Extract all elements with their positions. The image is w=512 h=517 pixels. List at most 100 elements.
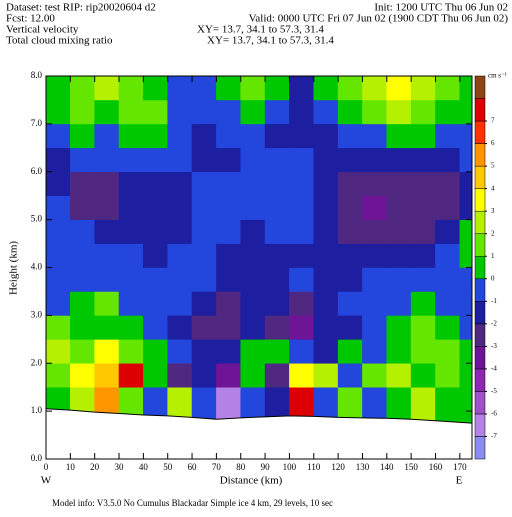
field-cell	[240, 195, 266, 220]
field-cell	[386, 195, 412, 220]
field-cell	[337, 123, 363, 149]
field-cell	[216, 147, 242, 173]
field-cell	[459, 362, 472, 388]
field-cell	[46, 339, 71, 364]
west-label: W	[41, 475, 52, 487]
field-cell	[337, 291, 363, 316]
field-cell	[216, 195, 242, 220]
field-cell	[435, 171, 461, 196]
field-cell	[313, 267, 339, 292]
colorbar-swatch	[474, 278, 486, 302]
field-cell	[240, 267, 266, 292]
field-cell	[143, 291, 169, 316]
field-cell	[313, 339, 339, 364]
field-cell	[337, 243, 363, 268]
y-axis-label: Height (km)	[8, 241, 20, 295]
field-cell	[337, 339, 363, 364]
field-cell	[459, 243, 472, 268]
field-cell	[94, 123, 120, 149]
field-cell	[337, 99, 363, 125]
field-cell	[46, 291, 71, 316]
field-cell	[216, 339, 242, 364]
field-cell	[362, 315, 388, 340]
field-cell	[70, 243, 95, 268]
field-cell	[435, 315, 461, 340]
field-cell	[70, 339, 95, 364]
colorbar-swatch	[474, 210, 486, 234]
field-cell	[264, 123, 290, 149]
field-cell	[143, 123, 169, 149]
field-cell	[70, 219, 95, 244]
field-cell	[313, 291, 339, 316]
field-cell	[46, 99, 71, 125]
field-cell	[264, 339, 290, 364]
field-cell	[264, 76, 290, 101]
field-cell	[143, 147, 169, 173]
field-cell	[70, 99, 95, 125]
field-cell	[70, 267, 95, 292]
field-cell	[264, 315, 290, 340]
field-cell	[337, 171, 363, 196]
field-cell	[264, 267, 290, 292]
field-cell	[167, 171, 193, 196]
fcst-text: Fcst: 12.00	[6, 13, 55, 25]
field-cell	[216, 362, 242, 388]
field-cell	[289, 339, 315, 364]
colorbar-tick-label: 4	[491, 184, 495, 192]
field-cell	[191, 99, 217, 125]
terrain	[46, 408, 472, 459]
field-cell	[337, 362, 363, 388]
field-cell	[289, 362, 315, 388]
field-cell	[459, 339, 472, 364]
field-cell	[264, 243, 290, 268]
field-cell	[362, 123, 388, 149]
x-tick-label: 70	[212, 462, 222, 472]
y-tick-label: 3.0	[31, 309, 43, 319]
field-cell	[167, 76, 193, 101]
field-cell	[94, 267, 120, 292]
field-cell	[459, 195, 472, 220]
field-cell	[216, 171, 242, 196]
field-cell	[143, 99, 169, 125]
colorbar-tick-label: 6	[491, 139, 495, 147]
field-cell	[70, 171, 95, 196]
colorbar-tick-label: -5	[491, 387, 497, 395]
field-cell	[240, 171, 266, 196]
field-cell	[143, 267, 169, 292]
field-cell	[118, 362, 144, 388]
field-cell	[459, 99, 472, 125]
east-label: E	[456, 475, 463, 487]
field-cell	[216, 267, 242, 292]
field-cell	[459, 76, 472, 101]
field-cell	[459, 123, 472, 149]
field-cell	[264, 99, 290, 125]
colorbar-tick-label: 1	[491, 252, 495, 260]
field-cell	[191, 339, 217, 364]
field-cell	[191, 291, 217, 316]
field-cell	[216, 291, 242, 316]
colorbar-swatch	[474, 165, 486, 189]
footer: Model info: V3.5.0 No Cumulus Blackadar …	[52, 498, 333, 508]
x-tick-label: 0	[44, 462, 49, 472]
field-cell	[386, 267, 412, 292]
field-cell	[118, 219, 144, 244]
x-tick-label: 40	[139, 462, 149, 472]
field-cell	[313, 123, 339, 149]
field-cell	[191, 171, 217, 196]
field-cell	[410, 219, 436, 244]
y-tick-label: 2.0	[31, 357, 43, 367]
colorbar-tick-label: 0	[491, 274, 495, 282]
field-cell	[216, 243, 242, 268]
field-cell	[167, 267, 193, 292]
x-tick-label: 60	[188, 462, 198, 472]
field-cell	[118, 291, 144, 316]
field-cell	[46, 147, 71, 173]
field-cell	[191, 243, 217, 268]
colorbar-unit: cm s⁻¹	[488, 72, 507, 80]
colorbar-tick-label: 7	[491, 117, 495, 125]
field-cell	[167, 362, 193, 388]
field-cell	[167, 219, 193, 244]
field-cell	[289, 147, 315, 173]
field-cell	[264, 219, 290, 244]
